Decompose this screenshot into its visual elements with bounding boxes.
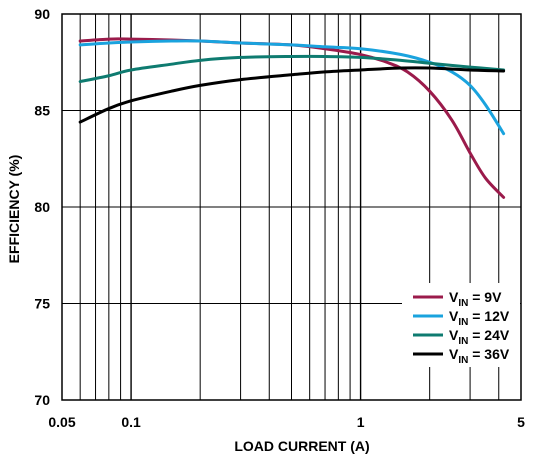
series-line-1 xyxy=(78,37,506,199)
y-tick-label: 85 xyxy=(34,103,50,119)
y-tick-label: 75 xyxy=(34,296,50,312)
legend-entry-label: VIN = 9V xyxy=(449,289,502,309)
legend-entry-label: VIN = 12V xyxy=(449,308,510,328)
legend-entry-label: VIN = 24V xyxy=(449,327,510,347)
legend-entry-label: VIN = 36V xyxy=(449,346,510,366)
series-line-3 xyxy=(78,54,506,84)
x-tick-label: 0.1 xyxy=(121,414,141,430)
series-line-2 xyxy=(78,39,506,136)
y-tick-label: 80 xyxy=(34,199,50,215)
series-lines xyxy=(78,37,506,199)
tick-labels: 0.05 0.1 1 5 70 75 80 85 90 xyxy=(34,6,525,430)
y-tick-label: 70 xyxy=(34,392,50,408)
plot-frame xyxy=(61,13,522,401)
y-tick-label: 90 xyxy=(34,6,50,22)
x-tick-label: 5 xyxy=(517,414,525,430)
series-line-4 xyxy=(78,66,506,124)
y-axis-label: EFFICIENCY (%) xyxy=(6,155,22,264)
x-tick-label: 1 xyxy=(357,414,365,430)
x-axis-label: LOAD CURRENT (A) xyxy=(234,438,369,454)
x-tick-label: 0.05 xyxy=(48,414,75,430)
